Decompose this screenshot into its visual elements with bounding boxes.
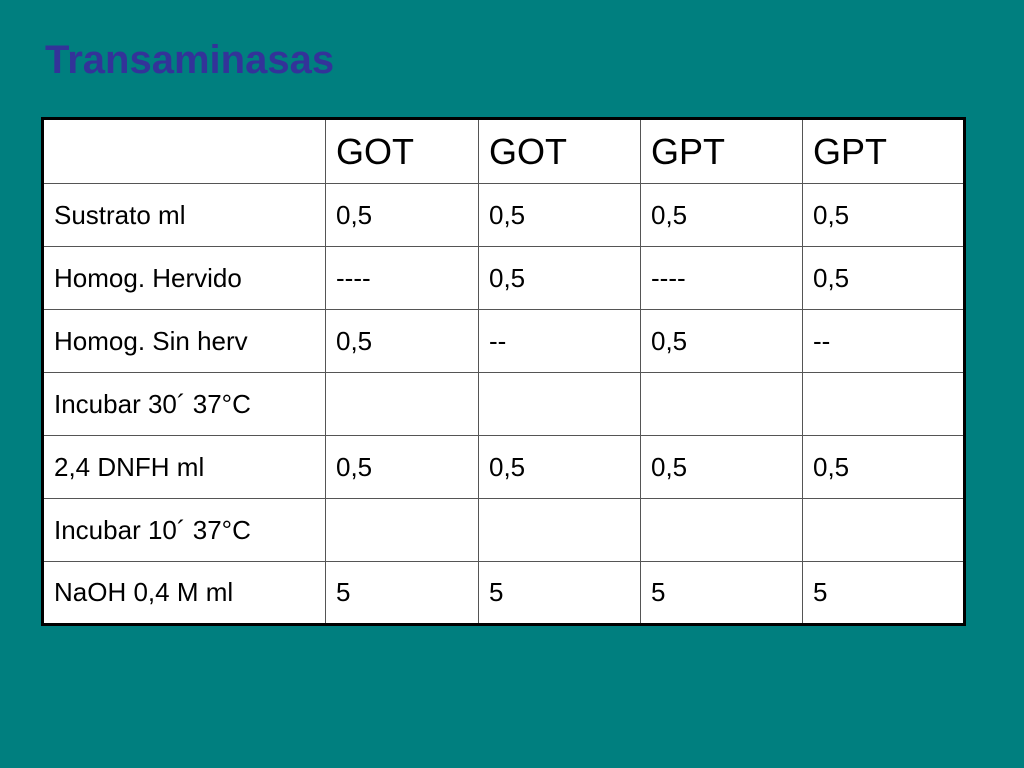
value-cell: ---- (325, 246, 479, 310)
row-label-cell: Sustrato ml (42, 183, 326, 247)
table-row: Incubar 10´ 37°C (42, 498, 965, 562)
value-cell: -- (802, 309, 965, 373)
data-table: GOT GOT GPT GPT Sustrato ml 0,5 0,5 0,5 … (41, 117, 966, 626)
value-cell: 0,5 (478, 183, 641, 247)
slide-title: Transaminasas (45, 38, 335, 82)
value-cell: 0,5 (640, 183, 803, 247)
value-cell: 0,5 (640, 435, 803, 499)
row-label-cell: 2,4 DNFH ml (42, 435, 326, 499)
table-row: Homog. Sin herv 0,5 -- 0,5 -- (42, 309, 965, 373)
value-cell (325, 372, 479, 436)
header-cell-gpt: GPT (802, 118, 965, 184)
table-row: Sustrato ml 0,5 0,5 0,5 0,5 (42, 183, 965, 247)
row-label-cell: Incubar 10´ 37°C (42, 498, 326, 562)
value-cell (640, 498, 803, 562)
table-row: Homog. Hervido ---- 0,5 ---- 0,5 (42, 246, 965, 310)
value-cell: 0,5 (478, 246, 641, 310)
header-cell-got: GOT (478, 118, 641, 184)
value-cell: 0,5 (802, 246, 965, 310)
value-cell (640, 372, 803, 436)
value-cell: 5 (802, 561, 965, 625)
table-row: NaOH 0,4 M ml 5 5 5 5 (42, 561, 965, 625)
header-cell-empty (42, 118, 326, 184)
table-header-row: GOT GOT GPT GPT (42, 118, 965, 184)
table-row: 2,4 DNFH ml 0,5 0,5 0,5 0,5 (42, 435, 965, 499)
row-label-cell: NaOH 0,4 M ml (42, 561, 326, 625)
row-label-cell: Homog. Hervido (42, 246, 326, 310)
value-cell: 5 (640, 561, 803, 625)
value-cell: 5 (478, 561, 641, 625)
header-cell-got: GOT (325, 118, 479, 184)
value-cell: 0,5 (478, 435, 641, 499)
value-cell: -- (478, 309, 641, 373)
value-cell: 0,5 (325, 435, 479, 499)
value-cell: ---- (640, 246, 803, 310)
value-cell: 5 (325, 561, 479, 625)
value-cell: 0,5 (325, 309, 479, 373)
table-row: Incubar 30´ 37°C (42, 372, 965, 436)
value-cell (478, 372, 641, 436)
value-cell: 0,5 (802, 183, 965, 247)
row-label-cell: Incubar 30´ 37°C (42, 372, 326, 436)
value-cell: 0,5 (640, 309, 803, 373)
header-cell-gpt: GPT (640, 118, 803, 184)
value-cell (802, 498, 965, 562)
value-cell (325, 498, 479, 562)
value-cell: 0,5 (325, 183, 479, 247)
value-cell (802, 372, 965, 436)
value-cell: 0,5 (802, 435, 965, 499)
row-label-cell: Homog. Sin herv (42, 309, 326, 373)
value-cell (478, 498, 641, 562)
